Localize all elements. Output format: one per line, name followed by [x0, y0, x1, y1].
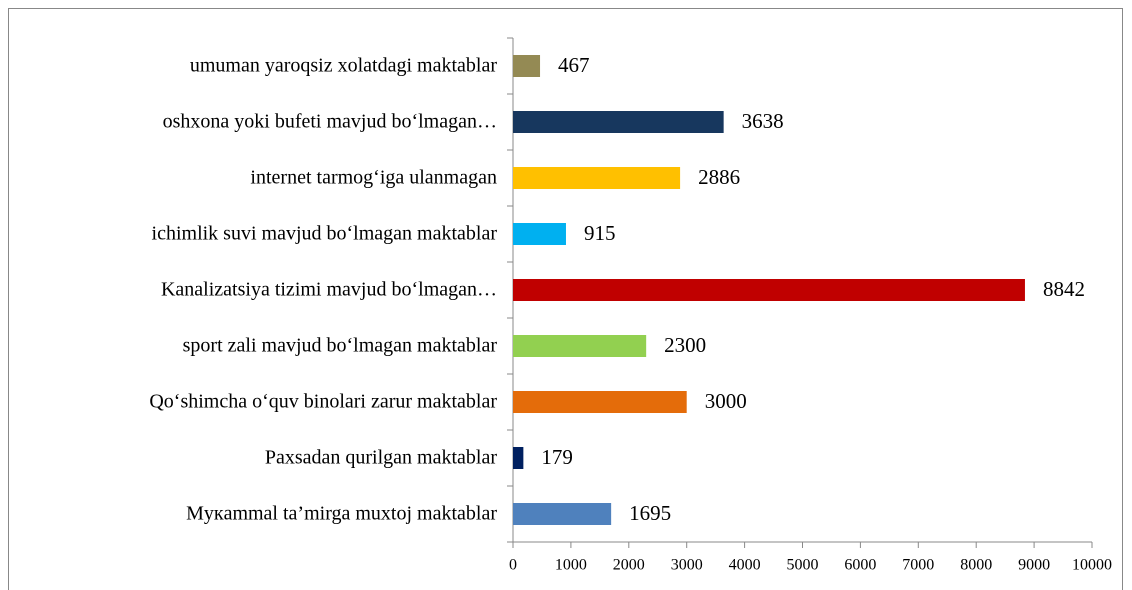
x-tick-label: 8000: [960, 557, 992, 574]
bar: [513, 279, 1025, 301]
bar: [513, 55, 541, 77]
chart-frame: [8, 8, 1123, 590]
x-tick-label: 0: [509, 557, 517, 574]
data-label: 915: [584, 221, 616, 245]
bar: [513, 223, 566, 245]
category-label: internet tarmog‘iga ulanmagan: [250, 167, 497, 189]
data-label: 3638: [742, 109, 784, 133]
x-tick-label: 9000: [1018, 557, 1050, 574]
bar: [513, 167, 681, 189]
category-label: umuman yaroqsiz xolatdagi maktablar: [190, 55, 497, 77]
x-tick-label: 6000: [844, 557, 876, 574]
bar: [513, 111, 724, 133]
x-tick-label: 3000: [671, 557, 703, 574]
x-tick-label: 7000: [902, 557, 934, 574]
data-label: 1695: [629, 501, 671, 525]
bar: [513, 335, 647, 357]
data-label: 179: [541, 445, 573, 469]
bar: [513, 447, 524, 469]
category-label: Kanalizatsiya tizimi mavjud bo‘lmagan…: [161, 279, 497, 301]
x-tick-label: 1000: [555, 557, 587, 574]
x-tick-label: 2000: [613, 557, 645, 574]
bar: [513, 391, 687, 413]
category-label: Paxsadan qurilgan maktablar: [265, 447, 497, 469]
category-label: Qo‘shimcha o‘quv binolari zarur maktabla…: [149, 391, 497, 413]
data-label: 8842: [1043, 277, 1085, 301]
category-label: Mукammal ta’mirga muxtoj maktablar: [186, 503, 497, 525]
x-tick-label: 4000: [729, 557, 761, 574]
category-label: sport zali mavjud bo‘lmagan maktablar: [183, 335, 498, 357]
category-label: oshxona yoki bufeti mavjud bo‘lmagan…: [163, 111, 497, 133]
data-label: 3000: [705, 389, 747, 413]
x-tick-label: 10000: [1072, 557, 1112, 574]
bar: [513, 503, 612, 525]
category-label: ichimlik suvi mavjud bo‘lmagan maktablar: [152, 223, 498, 245]
data-label: 467: [558, 53, 590, 77]
data-label: 2300: [664, 333, 706, 357]
x-tick-label: 5000: [787, 557, 819, 574]
data-label: 2886: [698, 165, 740, 189]
